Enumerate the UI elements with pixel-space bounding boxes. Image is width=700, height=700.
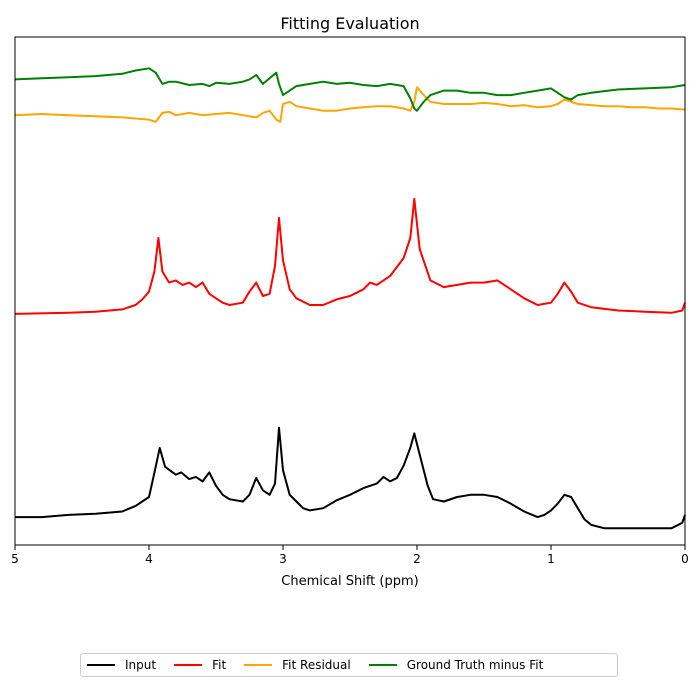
series-layer bbox=[14, 67, 686, 530]
x-tick-label: 0 bbox=[681, 552, 689, 566]
legend-label: Fit bbox=[212, 658, 227, 672]
legend-item: Fit bbox=[174, 658, 226, 672]
plot-frame bbox=[14, 36, 686, 546]
legend-item: Input bbox=[87, 658, 156, 672]
legend-swatch bbox=[244, 664, 273, 666]
x-tick-label: 4 bbox=[145, 552, 153, 566]
x-tick-label: 5 bbox=[11, 552, 19, 566]
x-axis-label: Chemical Shift (ppm) bbox=[281, 574, 418, 589]
x-tick-label: 3 bbox=[279, 552, 287, 566]
legend-item: Ground Truth minus Fit bbox=[368, 658, 544, 672]
legend-swatch bbox=[174, 664, 203, 666]
legend-label: Input bbox=[125, 658, 157, 672]
legend-swatch bbox=[368, 664, 397, 666]
chart-title: Fitting Evaluation bbox=[280, 14, 419, 33]
x-tick-label: 1 bbox=[547, 552, 555, 566]
series-line-fit bbox=[14, 197, 686, 315]
series-line-ground-truth-minus-fit bbox=[14, 67, 686, 112]
legend-label: Ground Truth minus Fit bbox=[406, 658, 544, 672]
legend-label: Fit Residual bbox=[282, 658, 351, 672]
legend-swatch bbox=[87, 664, 115, 666]
series-line-input bbox=[15, 426, 686, 530]
series-line-fit-residual bbox=[14, 86, 686, 123]
legend-item: Fit Residual bbox=[244, 658, 351, 672]
legend: Input Fit Fit Residual Ground Truth minus F… bbox=[80, 653, 618, 677]
x-tick-label: 2 bbox=[413, 552, 421, 566]
x-axis-ticks: 5 4 3 2 1 0 bbox=[11, 545, 689, 566]
